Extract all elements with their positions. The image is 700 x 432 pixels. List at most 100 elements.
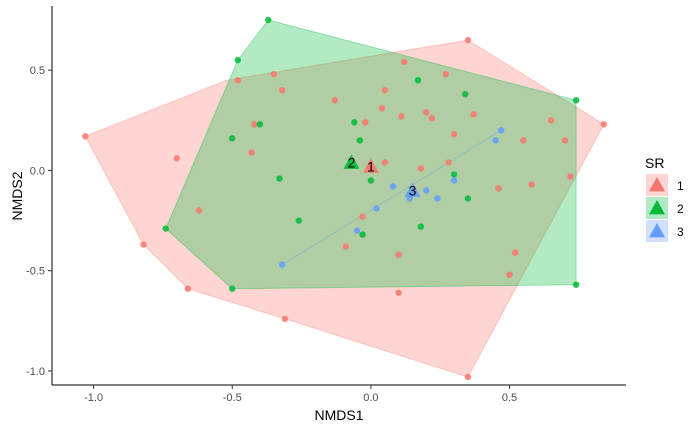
centroid-triangle-sr-3: [404, 182, 421, 197]
point-sr-1: [359, 213, 366, 220]
point-sr-1: [511, 249, 519, 256]
point-sr-1: [281, 315, 289, 322]
hull-sr-2: [165, 19, 577, 290]
point-sr-1: [528, 181, 535, 188]
point-sr-3: [434, 195, 441, 202]
x-tick-label: 0.0: [363, 392, 378, 404]
point-sr-1: [342, 243, 350, 250]
y-ticks: -1.0 -0.5 0.0 0.5: [26, 65, 52, 378]
point-sr-2: [295, 217, 302, 224]
point-sr-1: [401, 58, 408, 66]
centroid-layer: 12 3: [343, 154, 421, 199]
y-tick-label: 0.0: [30, 165, 45, 177]
point-sr-1: [173, 155, 180, 162]
centroid-label-sr-3: 3: [409, 183, 417, 199]
point-sr-2: [572, 97, 580, 104]
point-sr-3: [450, 177, 458, 184]
point-sr-1: [495, 185, 502, 192]
point-sr-3: [423, 187, 430, 194]
y-tick-label: 0.5: [30, 65, 45, 77]
y-axis-title: NMDS2: [9, 171, 25, 220]
point-sr-1: [195, 207, 203, 214]
point-sr-3: [406, 195, 413, 202]
point-sr-1: [520, 137, 527, 144]
point-sr-1: [398, 113, 405, 120]
point-sr-2: [234, 56, 241, 64]
legend-title: SR: [645, 155, 664, 171]
point-sr-2: [256, 121, 264, 128]
point-sr-1: [600, 121, 607, 128]
point-sr-2: [462, 91, 469, 98]
point-sr-2: [229, 285, 236, 292]
x-tick-label: -0.5: [223, 392, 242, 404]
point-sr-3: [353, 227, 361, 234]
legend-label-sr-2: 2: [677, 202, 684, 216]
point-sr-1: [378, 105, 386, 112]
legend-label-sr-3: 3: [677, 225, 684, 239]
legend-keys: 1 2 3: [646, 174, 684, 242]
point-sr-3: [389, 183, 397, 190]
point-sr-2: [414, 77, 422, 84]
point-sr-2: [276, 175, 283, 182]
point-sr-2: [367, 177, 375, 184]
x-tick-label: -1.0: [84, 392, 103, 404]
point-sr-1: [248, 149, 255, 156]
point-sr-1: [331, 97, 338, 104]
point-sr-3: [498, 127, 505, 134]
legend-key-triangle-sr-3: [649, 223, 665, 238]
point-sr-2: [351, 119, 358, 126]
point-sr-1: [395, 251, 402, 258]
point-sr-1: [417, 165, 424, 172]
centroid-label-sr-1: 1: [367, 158, 375, 174]
point-sr-3: [279, 261, 286, 268]
point-sr-1: [381, 87, 388, 94]
centroid-label-sr-2: 2: [348, 154, 356, 170]
point-sr-1: [450, 131, 458, 138]
x-ticks: -1.0 -0.5 0.0 0.5: [84, 385, 517, 404]
point-sr-2: [265, 16, 272, 24]
point-sr-1: [395, 289, 402, 296]
point-sr-1: [82, 133, 89, 140]
point-sr-2: [229, 135, 236, 142]
axes: [51, 6, 626, 386]
point-sr-3: [492, 137, 499, 144]
point-sr-2: [464, 195, 472, 202]
point-sr-1: [567, 173, 574, 180]
x-axis-title: NMDS1: [314, 407, 363, 423]
point-sr-1: [251, 121, 258, 128]
point-sr-1: [140, 241, 147, 248]
point-sr-1: [470, 111, 477, 118]
point-sr-1: [506, 271, 513, 278]
point-sr-2: [162, 225, 169, 232]
point-sr-3: [373, 205, 380, 212]
legend: SR 1 2 3: [645, 155, 684, 242]
x-tick-label: 0.5: [502, 392, 517, 404]
point-sr-1: [270, 71, 277, 78]
point-sr-2: [417, 223, 424, 230]
point-sr-1: [464, 373, 472, 381]
y-tick-label: -0.5: [26, 266, 45, 278]
legend-label-sr-1: 1: [677, 179, 684, 193]
centroid-triangle-sr-1: [362, 158, 379, 173]
legend-key-triangle-sr-1: [649, 177, 665, 192]
point-sr-2: [572, 281, 580, 288]
point-sr-2: [450, 171, 458, 178]
point-sr-1: [428, 115, 436, 122]
point-sr-1: [423, 109, 430, 116]
points-layer: [82, 16, 607, 381]
y-tick-label: -1.0: [26, 366, 45, 378]
point-sr-1: [381, 159, 388, 166]
point-sr-1: [464, 36, 472, 44]
point-sr-1: [184, 285, 192, 292]
point-sr-1: [362, 119, 369, 126]
point-sr-1: [442, 71, 449, 78]
point-sr-1: [234, 77, 241, 84]
point-sr-1: [547, 117, 555, 124]
point-sr-1: [279, 87, 286, 94]
point-sr-2: [356, 137, 363, 144]
point-sr-1: [561, 137, 569, 144]
legend-key-triangle-sr-2: [649, 200, 665, 215]
point-sr-1: [445, 159, 452, 166]
centroid-triangle-sr-2: [343, 154, 360, 169]
